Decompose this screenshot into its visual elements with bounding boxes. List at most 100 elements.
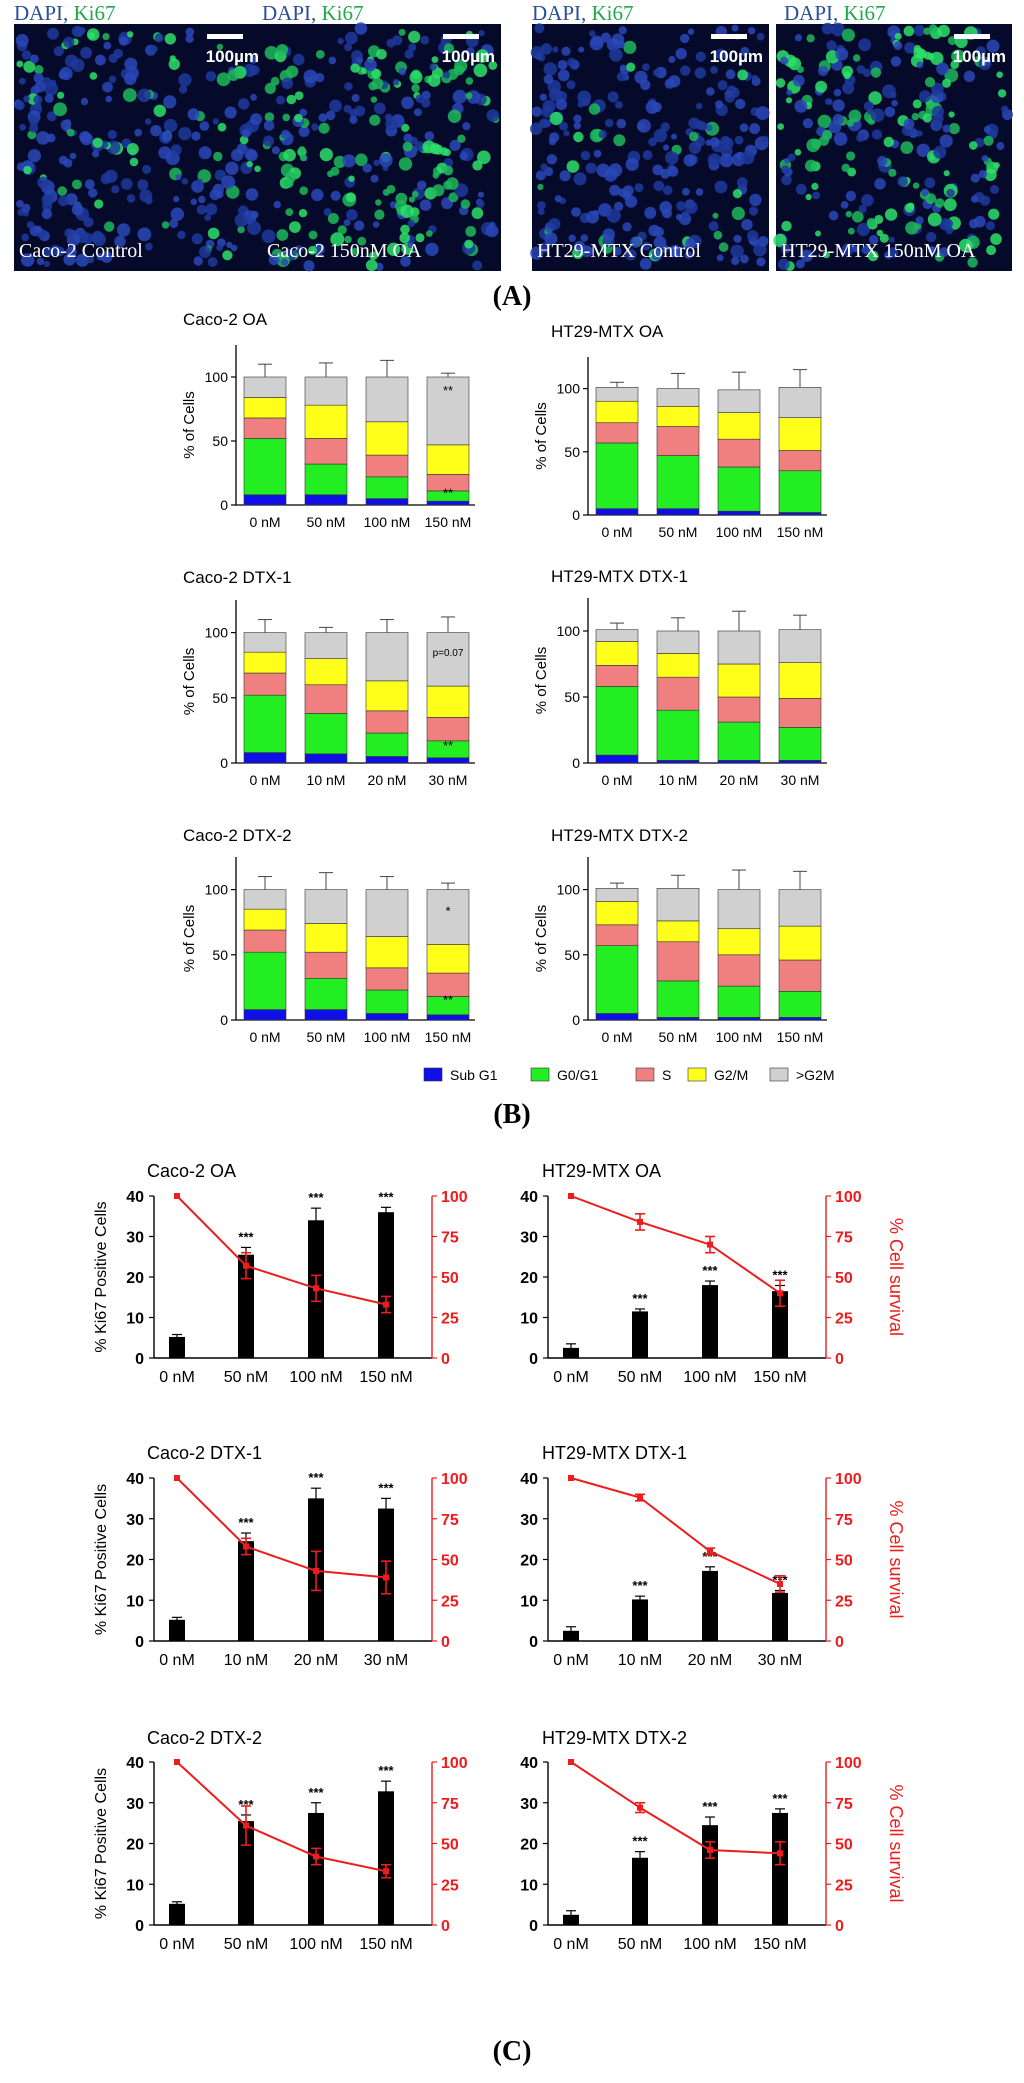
stack-segment-g2-m [365,936,409,969]
y2-tick-label: 75 [441,1512,459,1529]
x-tick-label: 100 nM [289,1369,342,1386]
ki67-survival-chart: HT29-MTX DTX-1 0 10 20 30 40 0 25 50 75 100 % Cell … [520,1443,906,1669]
cell-nucleus [544,232,558,246]
cell-nucleus [64,54,78,68]
cell-nucleus [443,43,455,54]
stack-segment-g2-m [365,421,409,456]
stack-segment-g2-m [304,404,348,439]
stack-segment-sub-g1 [426,1014,470,1021]
cell-nucleus [773,233,787,248]
cell-nucleus [945,226,954,235]
cell-nucleus [616,40,625,49]
ki67-bar [378,1212,394,1358]
cell-nucleus [373,102,386,115]
cell-nucleus [354,220,365,231]
stack-segment-s [717,438,761,468]
cell-nucleus [725,69,736,80]
cell-nucleus [53,46,64,57]
ki67-bar [169,1619,185,1641]
cell-nucleus [264,82,276,94]
y-tick-label: 10 [520,1877,538,1894]
cell-nucleus [327,170,334,178]
cell-nucleus [557,69,570,82]
cell-nucleus [805,159,818,172]
stack-segment-s [778,698,822,728]
cell-nucleus [828,210,839,221]
stack-segment-sub-g1 [656,760,700,764]
cell-nucleus [104,169,118,183]
cell-nucleus [948,111,955,118]
survival-point [174,1475,180,1481]
cell-nucleus [755,106,770,120]
cell-nucleus [684,251,693,259]
cell-nucleus [559,170,571,182]
stack-segment-s [243,417,287,439]
x-tick-label: 50 nM [659,1029,698,1045]
cell-nucleus [22,203,31,213]
cell-nucleus [177,230,186,240]
cell-nucleus [374,209,385,220]
cell-nucleus [478,30,485,37]
cell-nucleus [888,236,895,243]
cell-nucleus [216,72,231,87]
cell-nucleus [84,179,95,190]
cell-nucleus [37,176,49,189]
cell-nucleus [23,95,30,103]
cell-nucleus [369,251,378,260]
cell-nucleus [548,218,561,231]
significance-annotation: * [445,904,450,919]
cell-nucleus [364,58,377,72]
stack-segment-g2-m [304,658,348,686]
y-tick-label: 0 [220,497,228,513]
cell-nucleus [58,70,68,80]
cell-nucleus [696,102,703,110]
cell-nucleus [292,53,305,66]
cell-nucleus [606,208,621,223]
cell-nucleus [609,184,621,196]
x-tick-label: 0 nM [249,514,280,530]
cell-nucleus [80,132,93,146]
cell-nucleus [557,60,568,70]
x-tick-label: 30 nM [429,772,468,788]
cell-nucleus [794,99,808,113]
cell-nucleus [80,46,92,59]
stack-segment--g2m [426,632,470,687]
cell-nucleus [92,232,106,247]
cell-nucleus [924,177,936,189]
cell-nucleus [573,122,581,130]
cell-nucleus [432,184,445,197]
cell-nucleus [44,199,51,206]
cell-nucleus [858,38,872,52]
cell-nucleus [639,258,652,270]
cell-nucleus [863,101,874,112]
cell-nucleus [153,104,166,118]
stack-segment-sub-g1 [304,753,348,764]
cell-nucleus [806,34,815,43]
x-tick-label: 0 nM [159,1936,195,1953]
cell-nucleus [932,105,945,118]
cell-nucleus [66,128,75,137]
stack-segment-g2-m [426,944,470,974]
y-tick-label: 40 [520,1189,538,1206]
y-tick-label: 10 [126,1877,144,1894]
cell-nucleus [912,99,922,109]
cell-nucleus [399,232,411,244]
x-tick-label: 150 nM [777,524,824,540]
y-tick-label: 40 [126,1471,144,1488]
cell-nucleus [928,24,938,33]
ki67-bar [702,1825,718,1925]
legend-item: S [635,1067,671,1083]
cell-nucleus [337,225,347,235]
cell-nucleus [882,84,896,99]
survival-line [570,1195,781,1295]
cell-nucleus [787,153,796,162]
cell-nucleus [168,58,180,70]
cell-nucleus [549,111,563,126]
cell-nucleus [111,185,120,194]
cell-nucleus [486,109,500,122]
cell-nucleus [466,47,475,56]
y-axis-label: % of Cells [181,648,198,716]
cell-nucleus [465,92,473,100]
cell-nucleus [778,258,790,271]
cell-nucleus [27,149,41,163]
